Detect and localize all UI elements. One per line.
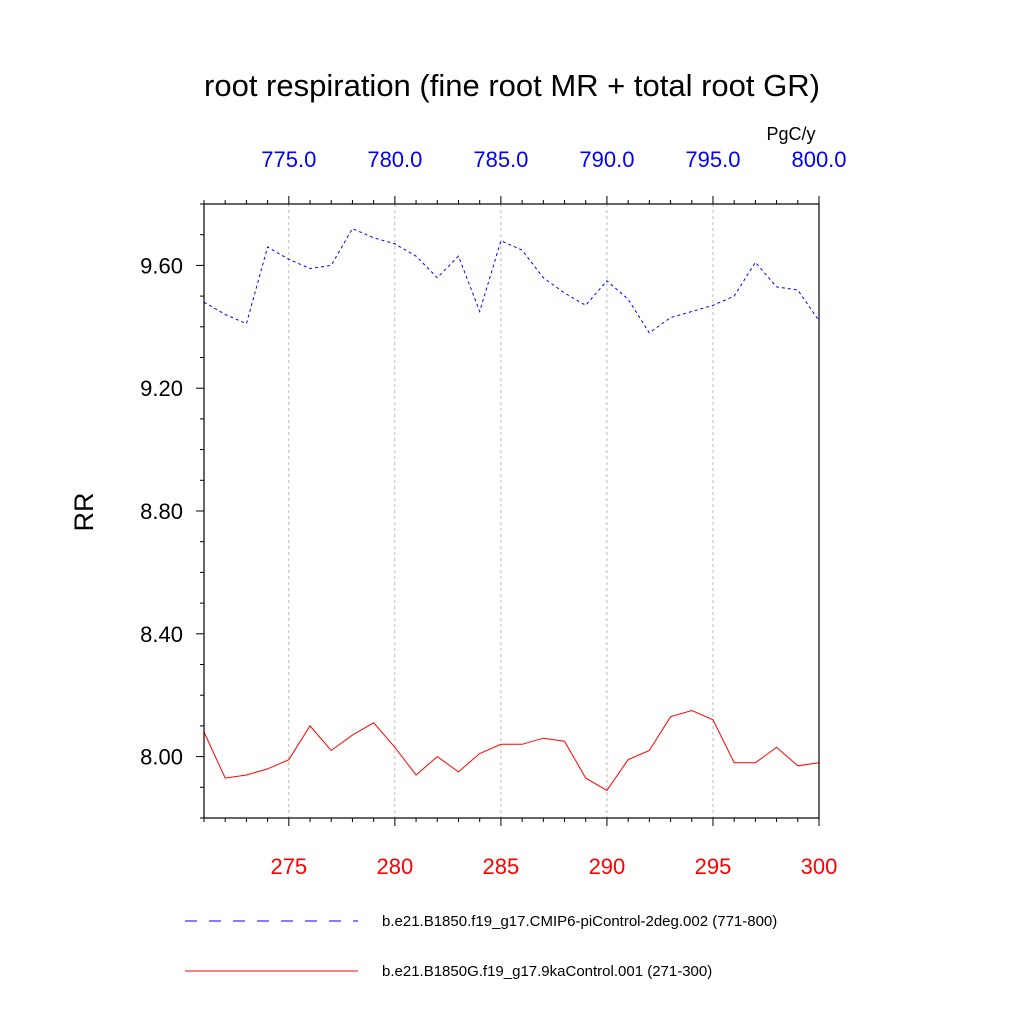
data-point	[627, 298, 629, 300]
data-point	[394, 243, 396, 245]
x-tick-label-bottom: 290	[589, 854, 626, 879]
data-point	[500, 744, 502, 746]
data-point	[394, 747, 396, 749]
data-point	[543, 737, 545, 739]
data-point	[224, 314, 226, 316]
y-tick-label: 8.40	[140, 622, 183, 647]
x-tick-label-bottom: 300	[801, 854, 838, 879]
series-line-red	[203, 709, 820, 792]
y-tick-label: 8.00	[140, 745, 183, 770]
data-point	[691, 710, 693, 712]
data-point	[649, 750, 651, 752]
data-point	[479, 753, 481, 755]
data-point	[479, 311, 481, 313]
y-tick-label: 9.60	[140, 253, 183, 278]
data-point	[330, 750, 332, 752]
data-point	[797, 289, 799, 291]
data-point	[712, 305, 714, 307]
data-point	[712, 719, 714, 721]
data-point	[246, 323, 248, 325]
plot-frame	[203, 203, 820, 819]
data-point	[415, 774, 417, 776]
legend-label: b.e21.B1850G.f19_g17.9kaControl.001 (271…	[382, 963, 712, 980]
data-point	[373, 237, 375, 239]
x-tick-label-bottom: 275	[270, 854, 307, 879]
grid-lines	[288, 204, 714, 818]
tick-labels: 8.00 8.40 8.80 9.20 9.60 275 280 285 290 295 300 77…	[140, 147, 846, 879]
data-point	[606, 790, 608, 792]
y-tick-label: 8.80	[140, 499, 183, 524]
data-point	[352, 228, 354, 230]
data-point	[309, 268, 311, 270]
data-point	[415, 255, 417, 257]
legend: b.e21.B1850.f19_g17.CMIP6-piControl-2deg…	[185, 913, 777, 980]
data-point	[500, 240, 502, 242]
series-line-blue	[203, 227, 820, 334]
data-point	[458, 771, 460, 773]
data-point	[352, 734, 354, 736]
y-axis-label: RR	[69, 493, 99, 532]
data-point	[585, 305, 587, 307]
legend-label: b.e21.B1850.f19_g17.CMIP6-piControl-2deg…	[382, 913, 777, 930]
data-point	[776, 286, 778, 288]
series-layer	[203, 227, 820, 792]
x-tick-label-top: 790.0	[579, 147, 634, 172]
data-point	[309, 725, 311, 727]
data-point	[373, 722, 375, 724]
data-point	[670, 716, 672, 718]
data-point	[521, 249, 523, 251]
data-point	[755, 262, 757, 264]
data-point	[564, 740, 566, 742]
data-point	[733, 762, 735, 764]
data-point	[458, 255, 460, 257]
data-point	[755, 762, 757, 764]
data-point	[733, 295, 735, 297]
data-point	[288, 259, 290, 261]
x-tick-label-top: 775.0	[261, 147, 316, 172]
x-tick-label-top: 795.0	[685, 147, 740, 172]
data-point	[521, 744, 523, 746]
units-label: PgC/y	[766, 124, 815, 144]
data-point	[670, 317, 672, 319]
x-tick-label-top: 785.0	[473, 147, 528, 172]
data-point	[288, 759, 290, 761]
data-point	[797, 765, 799, 767]
data-point	[649, 332, 651, 334]
x-tick-label-top: 780.0	[367, 147, 422, 172]
data-point	[246, 774, 248, 776]
data-point	[437, 277, 439, 279]
data-point	[267, 768, 269, 770]
data-point	[437, 756, 439, 758]
data-point	[776, 747, 778, 749]
data-point	[627, 759, 629, 761]
x-tick-label-bottom: 280	[377, 854, 414, 879]
data-point	[585, 777, 587, 779]
data-point	[224, 777, 226, 779]
chart-title: root respiration (fine root MR + total r…	[204, 68, 820, 103]
data-point	[543, 277, 545, 279]
x-tick-label-top: 800.0	[791, 147, 846, 172]
data-point	[691, 311, 693, 313]
data-point	[606, 280, 608, 282]
x-tick-label-bottom: 295	[695, 854, 732, 879]
axis-ticks	[196, 196, 820, 826]
data-point	[330, 265, 332, 267]
x-tick-label-bottom: 285	[483, 854, 520, 879]
data-point	[564, 292, 566, 294]
y-tick-label: 9.20	[140, 376, 183, 401]
data-point	[267, 246, 269, 248]
